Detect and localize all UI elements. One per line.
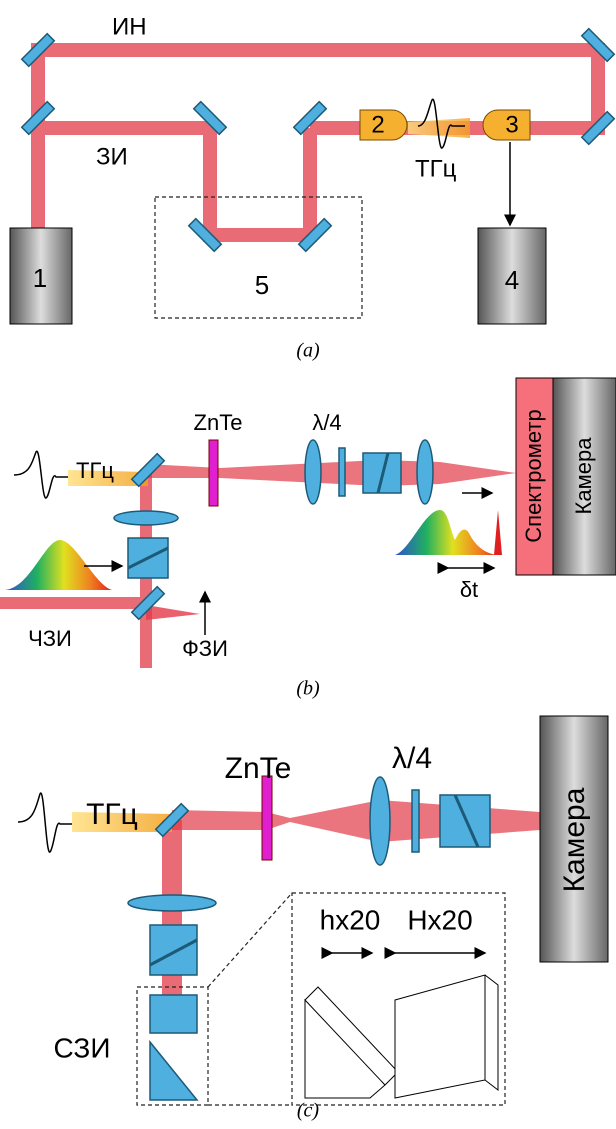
label: Камера [571,437,596,515]
caption: (a) [296,340,320,362]
caption: (b) [296,678,320,700]
label: 5 [255,270,269,300]
label: ZnTe [225,752,292,785]
label: Камера [558,787,591,892]
waveplate [339,448,345,496]
label: ИН [112,13,147,40]
panel-b: ТГц ZnTe λ/4 Спектрометр Камера ЧЗИ ФЗИ … [0,378,616,700]
lens [128,895,216,911]
echelon [150,1042,197,1100]
chirp-spectrum [5,540,112,590]
label: Спектрометр [521,409,546,542]
label: ЗИ [96,143,128,170]
label: hx20 [320,904,381,935]
znte-crystal [262,776,272,860]
label: 1 [33,263,47,293]
small-echelon [305,987,398,1098]
label: δt [460,577,478,602]
label: λ/4 [392,742,432,775]
fs-beam [146,605,200,620]
measured-spectrum [395,510,500,555]
lens [417,440,433,504]
panel-c: ТГц ZnTe λ/4 Камера hx20 Hx20 СЗИ (c) [18,716,608,1122]
label: Hx20 [407,904,472,935]
large-echelon [395,975,498,1098]
label: СЗИ [54,1032,111,1063]
label: ТГц [86,798,138,831]
prism [150,995,197,1033]
label: ТГц [76,458,114,483]
lens [370,777,390,865]
label: ТГц [415,155,457,182]
thz-pulse [14,451,68,498]
lens [114,511,178,525]
label: 3 [505,111,518,138]
label: ФЗИ [182,636,228,661]
caption: (c) [297,1100,320,1122]
znte-crystal [209,440,218,506]
panel-a: ИН ЗИ ТГц 1 2 3 4 5 (a) [10,13,598,361]
zoom-line [208,893,292,987]
fs-spike [494,510,502,555]
label: λ/4 [312,410,341,435]
thz-pulse [18,793,72,852]
waveplate [412,790,419,852]
label: ЧЗИ [28,626,72,651]
prism [150,925,197,975]
label: 2 [371,111,384,138]
figure: ИН ЗИ ТГц 1 2 3 4 5 (a) ТГц ZnTe λ/4 Спе… [0,0,616,1129]
probe-beam [146,460,516,486]
lens [305,440,321,504]
label: ZnTe [194,410,243,435]
label: 4 [505,265,519,295]
